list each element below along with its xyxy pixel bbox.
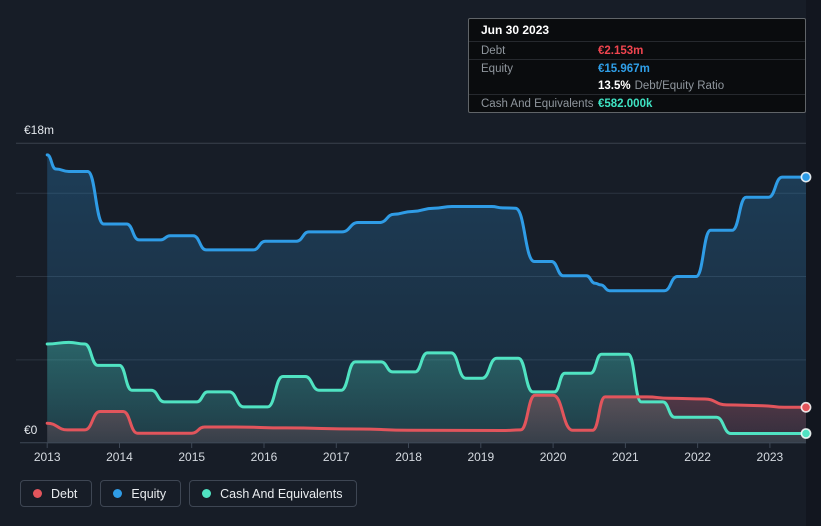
endpoint-dot-debt	[800, 401, 812, 413]
series-line-cash	[45, 340, 808, 436]
endpoint-dot-cash	[800, 428, 812, 439]
x-axis-tick-label: 2017	[322, 450, 350, 464]
series-line-equity	[45, 153, 808, 293]
chart-tooltip: Jun 30 2023 Debt €2.153m Equity €15.967m…	[468, 18, 806, 113]
endpoint-dot-equity	[800, 171, 812, 183]
legend-debt-label: Debt	[51, 486, 78, 501]
x-axis-tick-label: 2013	[33, 450, 61, 464]
tooltip-equity-label: Equity	[481, 62, 513, 75]
chart-legend: Debt Equity Cash And Equivalents	[20, 480, 358, 507]
tooltip-cash-value: €582.000k	[598, 98, 653, 110]
tooltip-cash-label: Cash And Equivalents	[481, 98, 594, 110]
y-axis-max-label: €18m	[24, 123, 55, 137]
y-axis-zero-label: €0	[24, 423, 38, 437]
x-axis-tick-label: 2014	[106, 450, 133, 464]
debt-dot-icon	[33, 489, 42, 498]
series-line-debt	[45, 393, 808, 435]
area-debt	[47, 395, 806, 444]
legend-item-cash[interactable]: Cash And Equivalents	[189, 480, 358, 507]
tooltip-row-equity: Equity €15.967m	[469, 60, 805, 77]
legend-item-debt[interactable]: Debt	[20, 480, 93, 507]
tooltip-debt-label: Debt	[481, 44, 506, 57]
legend-cash-label: Cash And Equivalents	[220, 486, 343, 501]
tooltip-ratio-value: 13.5%	[598, 79, 631, 92]
tooltip-row-ratio: 13.5% Debt/Equity Ratio	[469, 77, 805, 95]
tooltip-row-cash: Cash And Equivalents €582.000k	[469, 95, 805, 113]
equity-dot-icon	[113, 489, 123, 498]
x-axis-tick-label: 2023	[756, 450, 784, 464]
x-axis-tick-label: 2015	[178, 450, 206, 464]
x-axis-tick-label: 2022	[684, 450, 711, 464]
x-axis-tick-label: 2020	[539, 450, 567, 464]
x-axis-tick-label: 2016	[250, 450, 278, 464]
tooltip-ratio-label: Debt/Equity Ratio	[634, 79, 725, 92]
tooltip-row-debt: Debt €2.153m	[469, 42, 805, 60]
legend-equity-label: Equity	[131, 486, 167, 501]
tooltip-equity-value: €15.967m	[598, 62, 650, 75]
x-axis-tick-label: 2019	[467, 450, 495, 464]
cash-dot-icon	[202, 489, 212, 498]
x-axis-tick-label: 2021	[612, 450, 639, 464]
tooltip-date: Jun 30 2023	[469, 19, 805, 42]
x-axis-tick-label: 2018	[395, 450, 422, 464]
tooltip-debt-value: €2.153m	[598, 44, 644, 57]
legend-item-equity[interactable]: Equity	[100, 480, 182, 507]
